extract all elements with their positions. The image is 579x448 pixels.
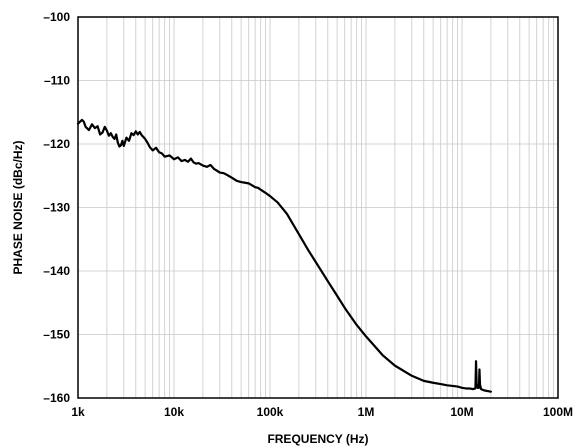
y-tick-label: –130 — [43, 201, 70, 215]
y-tick-label: –110 — [44, 74, 70, 88]
x-tick-label: 1k — [71, 405, 85, 419]
y-tick-label: –140 — [43, 264, 70, 278]
phase-noise-line — [76, 118, 492, 393]
y-tick-label: –160 — [43, 391, 70, 405]
x-tick-label: 10k — [164, 405, 184, 419]
y-tick-label: –120 — [43, 137, 70, 151]
x-axis-label: FREQUENCY (Hz) — [267, 432, 368, 446]
x-tick-label: 100k — [257, 405, 284, 419]
x-tick-label: 100M — [543, 405, 573, 419]
x-tick-label: 10M — [450, 405, 473, 419]
x-tick-labels: 1k 10k 100k 1M 10M 100M — [71, 405, 573, 419]
y-tick-label: –100 — [43, 10, 70, 24]
grid — [78, 17, 558, 398]
x-tick-label: 1M — [358, 405, 375, 419]
y-axis-label: PHASE NOISE (dBc/Hz) — [11, 140, 25, 274]
y-tick-label: –150 — [43, 328, 70, 342]
y-tick-labels: –100 –110 –120 –130 –140 –150 –160 — [43, 10, 70, 405]
plot-area-frame — [77, 16, 559, 399]
